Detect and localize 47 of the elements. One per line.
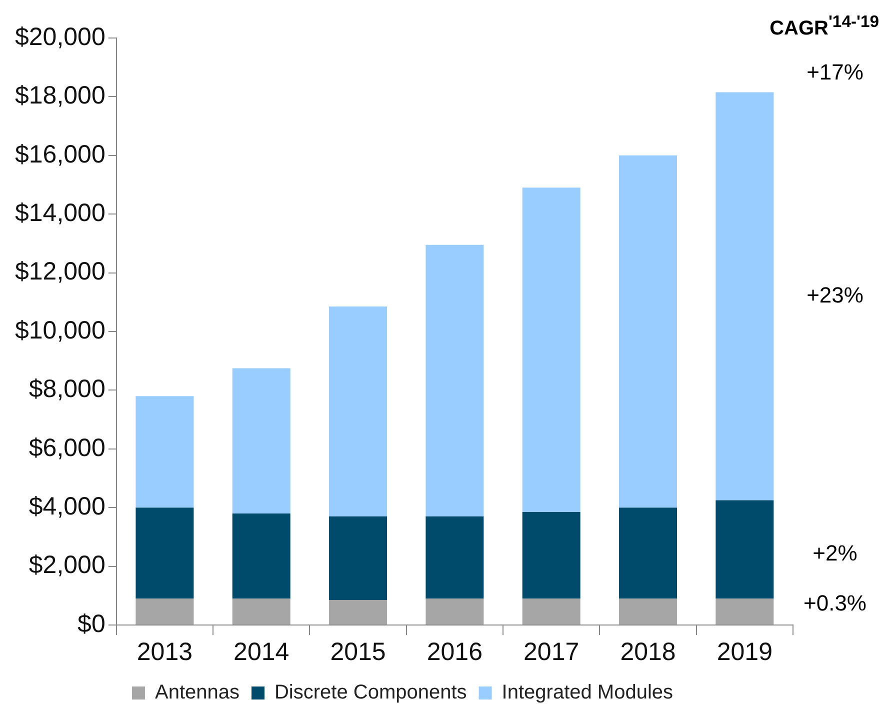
legend-label: Antennas xyxy=(154,682,240,704)
y-tick-label: $2,000 xyxy=(28,551,106,580)
bar xyxy=(522,188,580,512)
bar xyxy=(329,306,388,516)
x-tick-label: 2019 xyxy=(716,638,772,666)
bar xyxy=(136,396,194,508)
bar xyxy=(426,598,484,624)
bar xyxy=(329,516,388,600)
bar xyxy=(232,368,290,514)
x-tick-label: 2013 xyxy=(136,638,193,666)
y-tick-label: $12,000 xyxy=(14,258,106,286)
y-tick-label: $16,000 xyxy=(14,140,106,168)
y-tick-label: $14,000 xyxy=(14,198,106,227)
bar xyxy=(136,508,194,599)
x-tick-label: 2017 xyxy=(524,638,580,666)
y-tick-label: $10,000 xyxy=(14,316,106,344)
bar xyxy=(716,92,774,500)
bar xyxy=(619,508,678,599)
x-tick-label: 2018 xyxy=(620,638,676,666)
bar xyxy=(716,598,774,624)
chart-title: CAGR$^{'14-'19}$ xyxy=(770,12,879,41)
legend-label: Integrated Modules xyxy=(502,682,674,704)
x-tick-label: 2016 xyxy=(426,638,482,666)
bar xyxy=(329,600,388,624)
bar xyxy=(522,598,580,624)
bar xyxy=(522,512,580,599)
y-tick-label: $8,000 xyxy=(28,375,106,404)
bar xyxy=(232,513,290,599)
text: +0.3% xyxy=(804,590,866,616)
x-tick-label: 2014 xyxy=(234,638,290,666)
bar xyxy=(136,598,194,624)
y-tick-label: $6,000 xyxy=(28,434,106,462)
y-tick-label: $0 xyxy=(78,610,106,638)
y-tick-label: $20,000 xyxy=(14,22,106,51)
legend-label: Discrete Components xyxy=(274,682,467,704)
text: +17% xyxy=(806,59,864,84)
y-tick-label: $4,000 xyxy=(28,492,106,520)
bar xyxy=(232,598,290,624)
y-tick-label: $18,000 xyxy=(14,82,106,110)
bar xyxy=(716,500,774,599)
bar xyxy=(426,516,484,599)
bar xyxy=(619,598,678,624)
bar xyxy=(426,244,484,516)
text: +2% xyxy=(812,540,858,566)
bar xyxy=(619,155,678,508)
text: +23% xyxy=(806,282,864,308)
x-tick-label: 2015 xyxy=(330,638,386,666)
